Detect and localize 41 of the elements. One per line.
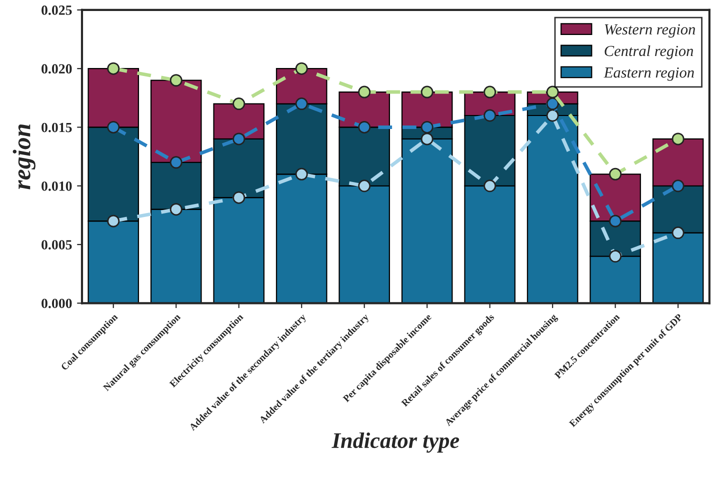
point xyxy=(420,86,434,98)
point xyxy=(484,180,496,192)
y-tick-label: 0.025 xyxy=(42,6,72,15)
point xyxy=(546,98,559,110)
legend-label: Western region xyxy=(604,24,696,38)
point xyxy=(358,180,371,192)
y-tick-label: 0.015 xyxy=(42,122,72,132)
point xyxy=(672,132,684,146)
point xyxy=(672,180,684,192)
point xyxy=(358,120,371,134)
point xyxy=(170,74,182,87)
point xyxy=(107,62,120,75)
point xyxy=(170,203,182,216)
point xyxy=(295,98,308,110)
point xyxy=(484,86,496,98)
point xyxy=(107,214,120,228)
point xyxy=(420,120,434,134)
point xyxy=(420,132,434,146)
point xyxy=(672,226,684,240)
y-tick-label: 0.020 xyxy=(42,64,72,74)
point xyxy=(107,120,120,134)
point xyxy=(609,214,622,228)
point xyxy=(232,98,246,110)
point xyxy=(546,86,559,98)
y-tick-label: 0.010 xyxy=(42,181,72,191)
point xyxy=(609,168,622,180)
legend-label: Central region xyxy=(604,45,694,60)
point xyxy=(358,86,371,98)
point xyxy=(295,168,308,180)
point xyxy=(295,62,308,75)
point xyxy=(609,250,622,263)
y-tick-label: 0.005 xyxy=(42,240,72,250)
point xyxy=(546,109,559,122)
y-axis-title: region xyxy=(12,124,36,190)
y-tick-label: 0.000 xyxy=(42,298,72,308)
point xyxy=(232,132,246,146)
x-axis-title: Indicator type xyxy=(332,432,460,453)
point xyxy=(232,191,246,204)
legend-label: Eastern region xyxy=(604,67,694,81)
point xyxy=(170,156,182,169)
point xyxy=(484,109,496,122)
